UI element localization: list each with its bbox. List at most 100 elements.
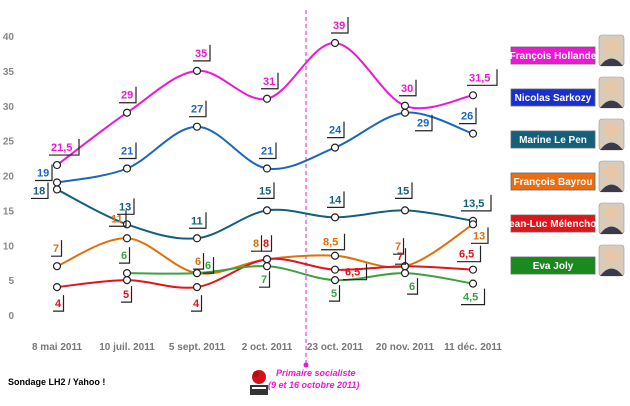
- label-bracket: [395, 248, 407, 265]
- y-tick-label: 15: [3, 206, 15, 217]
- data-point: [468, 265, 478, 274]
- label-bracket: [109, 210, 127, 227]
- data-label-text: 5: [123, 289, 129, 301]
- data-label: 6,5: [343, 263, 368, 281]
- label-bracket: [117, 198, 135, 215]
- y-tick-label: 30: [3, 102, 15, 113]
- data-label: 7: [51, 240, 63, 257]
- data-point: [192, 283, 202, 292]
- label-bracket: [119, 86, 137, 104]
- legend-label: Marine Le Pen: [519, 135, 587, 146]
- data-point: [468, 91, 478, 100]
- data-label-text: 6,5: [459, 249, 474, 261]
- data-label-text: 13,5: [463, 198, 484, 210]
- data-label: 13,5: [461, 194, 492, 212]
- label-bracket: [53, 295, 65, 312]
- legend-item: Eva Joly: [510, 244, 625, 277]
- label-bracket: [35, 164, 53, 182]
- legend-item: Jean-Luc Mélenchon: [504, 202, 625, 235]
- y-tick-label: 5: [8, 276, 14, 287]
- avatar-icon: [598, 244, 625, 277]
- data-label: 5: [329, 285, 341, 302]
- data-point: [330, 276, 340, 285]
- data-label-text: 21,5: [51, 142, 72, 154]
- data-label-text: 6: [121, 250, 127, 262]
- data-label-text: 14: [329, 194, 342, 206]
- avatar-icon: [598, 118, 625, 151]
- data-point: [262, 206, 272, 215]
- data-label-text: 8: [253, 238, 259, 250]
- label-bracket: [31, 182, 49, 200]
- data-label: 27: [189, 100, 207, 118]
- x-axis: 8 mai 2011 10 juil. 2011 5 sept. 2011 2 oct…: [32, 342, 502, 353]
- legend-label: Nicolas Sarkozy: [515, 93, 592, 104]
- legend-item: François Hollande: [510, 34, 625, 67]
- data-label-text: 15: [397, 185, 409, 197]
- label-bracket: [259, 142, 277, 160]
- label-bracket: [461, 288, 486, 306]
- label-bracket: [459, 107, 477, 125]
- data-label: 7: [259, 271, 271, 288]
- data-label: 13: [117, 198, 135, 215]
- legend-label: François Hollande: [510, 51, 597, 62]
- y-tick-label: 25: [3, 137, 15, 148]
- label-bracket: [467, 69, 498, 86]
- x-tick-label: 2 oct. 2011: [242, 342, 293, 353]
- data-label: 7: [395, 248, 407, 265]
- x-tick-label: 5 sept. 2011: [169, 342, 226, 353]
- data-point: [330, 213, 340, 222]
- data-label: 4: [53, 295, 65, 312]
- label-bracket: [189, 212, 207, 229]
- label-bracket: [399, 79, 417, 97]
- label-bracket: [415, 114, 433, 132]
- data-label: 8: [251, 235, 263, 252]
- data-label: 8,5: [321, 233, 346, 251]
- legend-item: François Bayrou: [510, 160, 625, 193]
- label-bracket: [327, 191, 345, 208]
- data-label: 8: [261, 235, 273, 252]
- data-label: 6,5: [457, 245, 482, 263]
- data-label: 13: [471, 227, 489, 244]
- series-marine-le-pen: [52, 185, 478, 243]
- avatar-icon: [598, 34, 625, 67]
- data-label-text: 30: [401, 83, 413, 95]
- label-bracket: [393, 238, 405, 255]
- data-point: [192, 269, 202, 278]
- label-bracket: [327, 121, 345, 139]
- source-note: Sondage LH2 / Yahoo !: [8, 377, 105, 387]
- data-label: 21,5: [49, 139, 80, 156]
- legend-item: Nicolas Sarkozy: [510, 76, 625, 109]
- data-point: [400, 269, 410, 278]
- data-label-text: 7: [261, 274, 267, 286]
- data-label-text: 19: [37, 167, 49, 179]
- data-label-text: 4: [193, 298, 200, 310]
- avatar-icon: [598, 76, 625, 109]
- label-bracket: [407, 278, 419, 295]
- data-label: 35: [193, 44, 211, 62]
- data-label: 30: [399, 79, 417, 97]
- data-label-text: 31,5: [469, 72, 490, 84]
- avatar-icon: [598, 160, 625, 193]
- label-bracket: [189, 100, 207, 118]
- data-label-text: 26: [461, 111, 473, 123]
- data-point: [122, 164, 132, 173]
- label-bracket: [203, 257, 215, 274]
- data-label-text: 5: [331, 288, 337, 300]
- label-bracket: [191, 295, 203, 312]
- label-bracket: [461, 194, 492, 212]
- data-label-text: 13: [473, 230, 485, 242]
- data-point: [330, 251, 340, 260]
- label-bracket: [321, 233, 346, 251]
- data-label: 14: [327, 191, 345, 208]
- data-label: 15: [257, 182, 275, 199]
- label-bracket: [395, 182, 413, 199]
- data-label-text: 7: [395, 241, 401, 253]
- label-bracket: [331, 16, 349, 34]
- label-bracket: [193, 253, 205, 270]
- data-point: [262, 164, 272, 173]
- data-label-text: 6: [409, 281, 415, 293]
- data-label-text: 29: [417, 118, 429, 130]
- data-point: [468, 279, 478, 288]
- data-label-text: 18: [33, 185, 45, 197]
